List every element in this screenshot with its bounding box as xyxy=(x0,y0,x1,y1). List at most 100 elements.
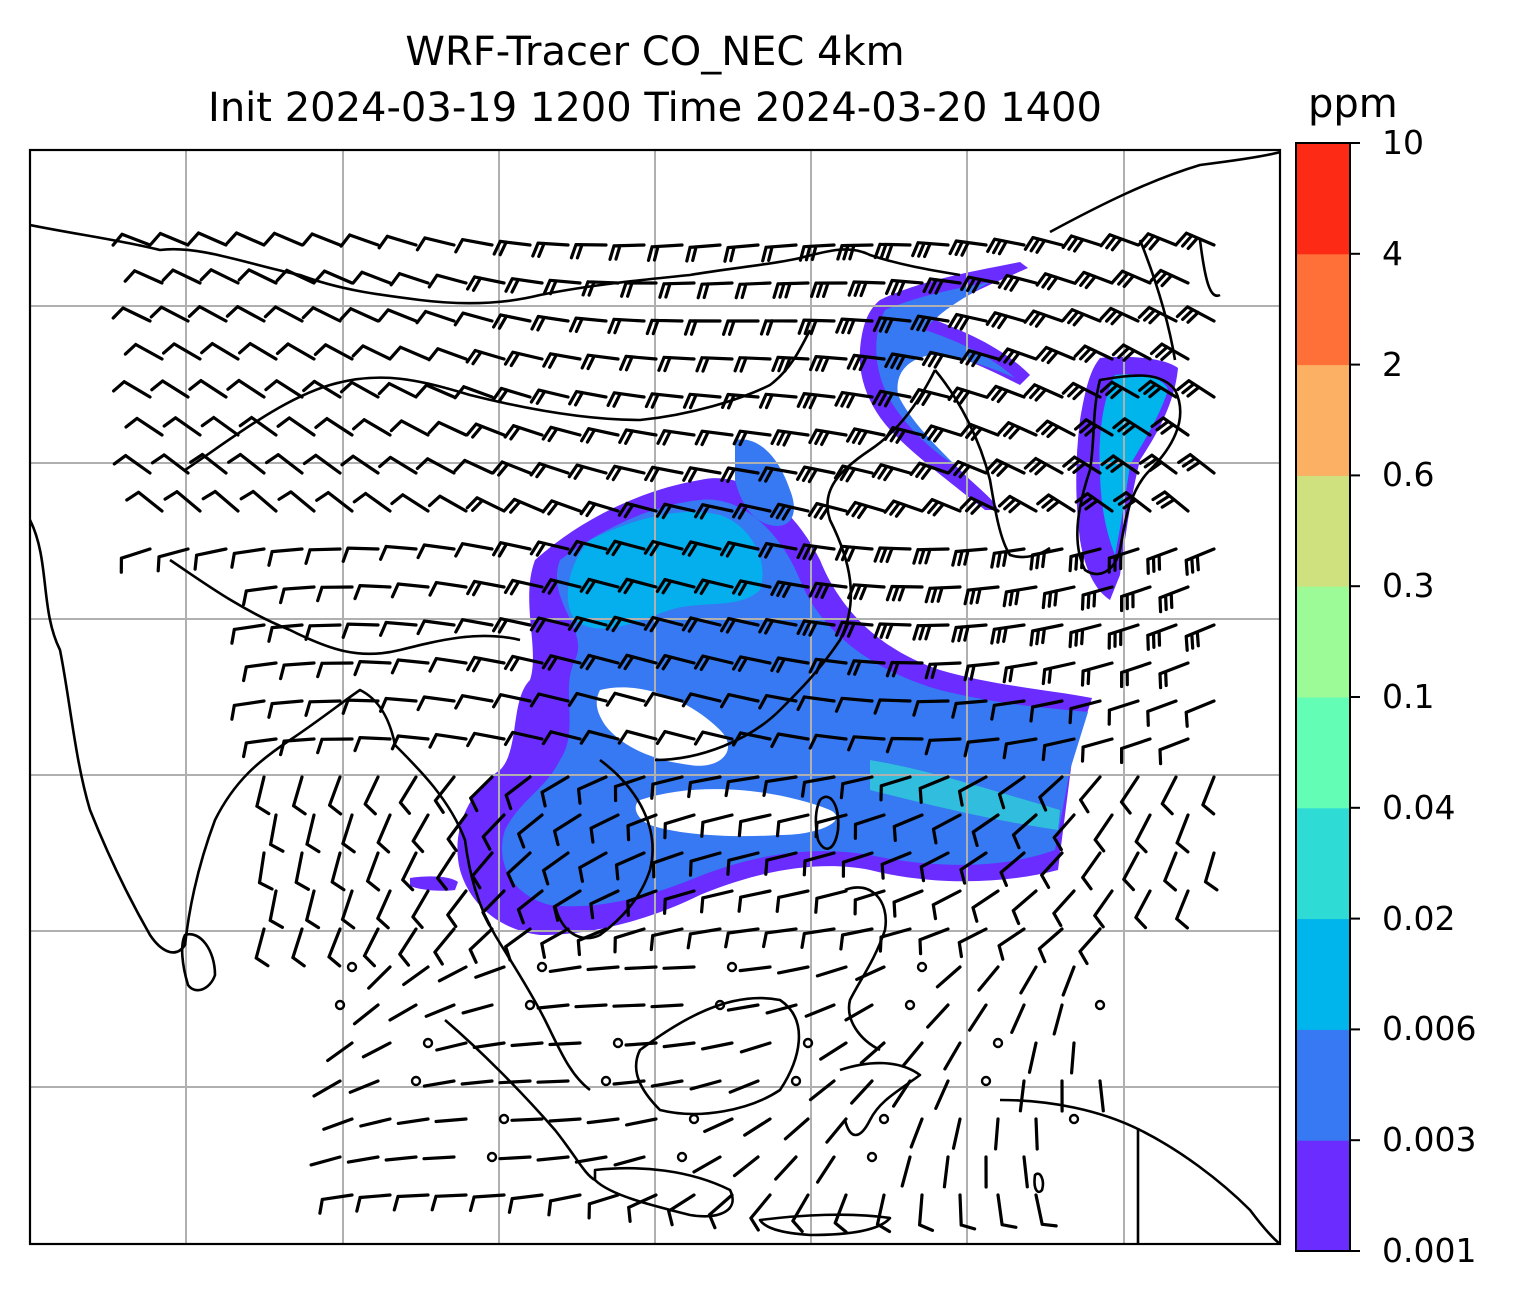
coast-korea xyxy=(934,369,1051,559)
wind-barb xyxy=(200,342,240,361)
wind-barb xyxy=(541,425,582,443)
wind-barb xyxy=(771,355,810,373)
wind-barb xyxy=(847,583,886,601)
wind-barb xyxy=(959,349,1000,368)
wind-barb xyxy=(997,273,1038,292)
wind-barb xyxy=(808,428,848,446)
wind-barb xyxy=(1035,272,1076,291)
wind-barb xyxy=(1023,309,1064,328)
wind-barb xyxy=(614,851,646,881)
wind-barb xyxy=(149,231,190,247)
wind-barb xyxy=(808,1079,836,1102)
wind-barb xyxy=(402,965,430,987)
wind-barb xyxy=(693,730,734,746)
wind-barb xyxy=(1093,813,1114,853)
wind-barb xyxy=(1203,851,1219,892)
wind-barb xyxy=(589,889,620,920)
wind-barb xyxy=(971,813,1000,847)
colorbar-segment xyxy=(1296,143,1350,255)
coast-sulawesi xyxy=(839,1061,922,1137)
wind-barb xyxy=(1137,232,1178,251)
wind-barb xyxy=(363,775,380,816)
wind-barb xyxy=(435,1041,468,1052)
wind-barb xyxy=(125,490,164,513)
wind-barb xyxy=(1111,343,1152,362)
wind-barb xyxy=(686,927,722,950)
wind-barb xyxy=(503,578,544,596)
wind-barb xyxy=(1120,661,1152,689)
wind-barb xyxy=(352,418,392,437)
wind-barb xyxy=(655,730,696,745)
wind-barb xyxy=(618,428,658,445)
wind-barb xyxy=(1081,851,1102,891)
coast-russia-north xyxy=(30,223,961,305)
wind-barb xyxy=(619,354,658,372)
wind-barb xyxy=(1120,737,1152,765)
wind-barb xyxy=(265,453,304,475)
wind-barb xyxy=(646,243,684,262)
wind-barb xyxy=(770,732,810,748)
wind-barb xyxy=(720,617,760,634)
wind-barb xyxy=(1038,775,1064,812)
wind-barb xyxy=(769,502,810,521)
wind-barb xyxy=(1074,492,1114,513)
wind-barb xyxy=(304,623,342,641)
border-china-west xyxy=(169,558,521,656)
colorbar-tick-label: 0.02 xyxy=(1382,898,1456,938)
wind-barb xyxy=(112,454,152,475)
wind-barb xyxy=(683,319,722,336)
coast-far-east xyxy=(1049,150,1280,234)
wind-barb xyxy=(579,729,620,745)
wind-barb xyxy=(963,585,1000,606)
colorbar-tick-label: 0.003 xyxy=(1382,1120,1477,1160)
wind-barb xyxy=(1099,380,1140,400)
wind-barb xyxy=(503,497,544,514)
wind-barb xyxy=(1002,737,1038,760)
wind-barb xyxy=(1093,889,1114,929)
wind-barb xyxy=(892,1079,912,1108)
wind-barb xyxy=(682,392,722,410)
wind-barb xyxy=(873,242,912,260)
wind-barb xyxy=(1062,455,1102,475)
wind-barb xyxy=(428,733,468,749)
wind-barb xyxy=(466,731,506,748)
wind-barb xyxy=(662,1041,696,1049)
wind-barb-calm xyxy=(790,1075,802,1087)
wind-barb xyxy=(1061,381,1102,401)
wind-barb xyxy=(315,491,354,513)
wind-barb xyxy=(581,280,620,297)
wind-barb xyxy=(912,623,950,641)
wind-barb xyxy=(529,540,570,557)
wind-barb xyxy=(681,616,722,633)
wind-barb xyxy=(772,281,810,299)
wind-barb xyxy=(1137,305,1178,325)
colorbar-segment xyxy=(1296,364,1350,476)
wind-barb xyxy=(996,1193,1018,1229)
colorbar-segment xyxy=(1296,475,1350,587)
wind-barb xyxy=(465,496,506,513)
coast-bay-bengal xyxy=(289,688,397,746)
wind-barb xyxy=(968,1003,988,1032)
wind-barb xyxy=(577,775,608,805)
wind-barb xyxy=(732,1155,760,1178)
wind-barb xyxy=(437,965,468,983)
wind-barb xyxy=(1201,775,1216,816)
colorbar-tick-label: 0.04 xyxy=(1382,787,1456,827)
wind-barb xyxy=(606,391,646,408)
wind-barb xyxy=(301,232,342,247)
wind-barb xyxy=(316,661,354,679)
wind-barb xyxy=(617,729,658,745)
wind-barb xyxy=(474,965,506,979)
wind-barb xyxy=(1079,775,1102,814)
wind-barb xyxy=(415,457,456,475)
wind-barb xyxy=(366,851,381,892)
border-mongolia xyxy=(184,329,812,472)
wind-barb xyxy=(238,342,278,361)
wind-barb xyxy=(446,889,468,928)
wind-barb xyxy=(951,1117,962,1150)
wind-barb xyxy=(758,466,798,483)
wind-barb xyxy=(503,424,544,441)
wind-barb xyxy=(662,965,696,970)
wind-barb xyxy=(548,965,582,973)
wind-barb xyxy=(163,490,202,513)
